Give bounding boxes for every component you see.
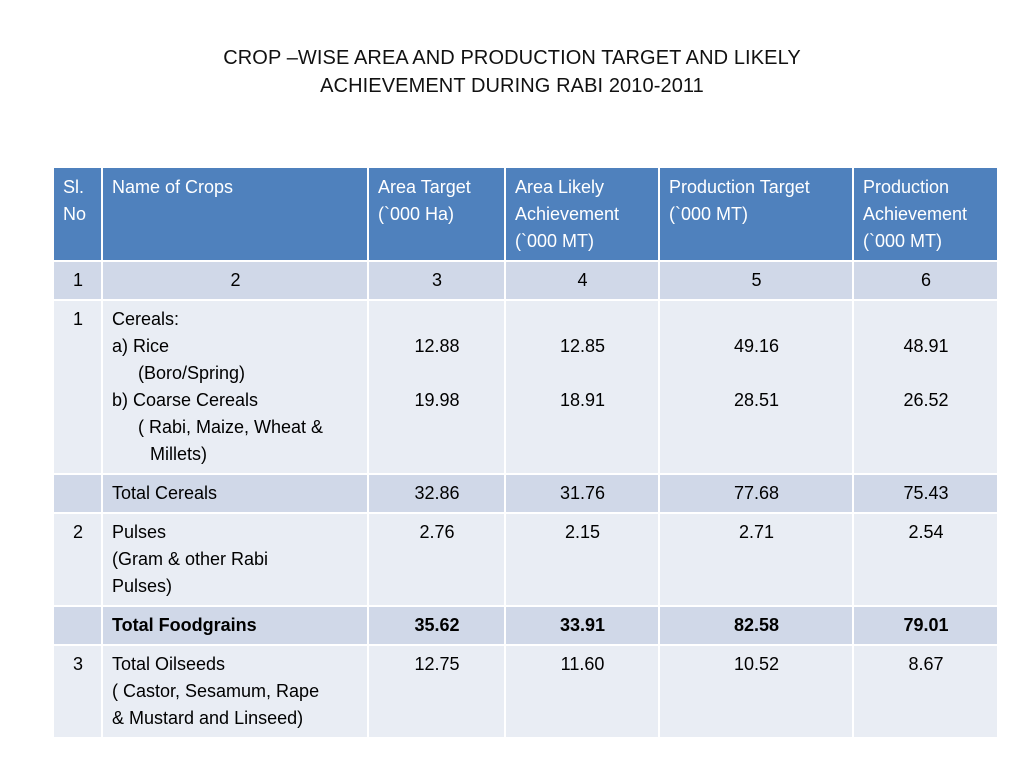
table-cell-sl <box>52 605 103 646</box>
crop-name-line: Pulses <box>112 522 167 542</box>
header-area-likely-line-3: (`000 MT) <box>515 231 595 251</box>
table-cell: 1 <box>52 260 103 301</box>
table-cell-area-likely: 12.85 18.91 <box>504 299 660 475</box>
crop-name-line: ( Rabi, Maize, Wheat & <box>138 417 324 437</box>
table-cell-crop-name: Pulses (Gram & other Rabi Pulses) <box>101 512 369 607</box>
table-cell: 5 <box>658 260 854 301</box>
table-cell: 32.86 <box>367 473 506 514</box>
table-cell: 2.71 <box>658 512 854 607</box>
table-cell: 33.91 <box>504 605 660 646</box>
crop-name-line: ( Castor, Sesamum, Rape <box>112 681 320 701</box>
table-cell: 12.75 <box>367 644 506 739</box>
header-area-likely-line-2: Achievement <box>515 204 620 224</box>
header-production-target: Production Target (`000 MT) <box>658 166 854 262</box>
header-area-likely-line-1: Area Likely <box>515 177 605 197</box>
table-cell: 11.60 <box>504 644 660 739</box>
table-row-column-numbers: 1 2 3 4 5 6 <box>52 260 999 301</box>
crop-name-line: Pulses) <box>112 576 173 596</box>
table-cell: 2.54 <box>852 512 999 607</box>
crop-table: Sl. No Name of Crops Area Target (`000 H… <box>52 166 999 739</box>
table-cell: 2 <box>101 260 369 301</box>
header-area-target-line-2: (`000 Ha) <box>378 204 455 224</box>
coarse-value: 19.98 <box>414 390 460 410</box>
table-cell-production-achievement: 48.91 26.52 <box>852 299 999 475</box>
crop-name-line: (Gram & other Rabi <box>112 549 269 569</box>
header-name-of-crops: Name of Crops <box>101 166 369 262</box>
table-cell-crop-name: Cereals: a) Rice (Boro/Spring) b) Coarse… <box>101 299 369 475</box>
crop-name-line: Millets) <box>150 444 207 464</box>
table-cell-sl: 1 <box>52 299 103 475</box>
table-cell: 8.67 <box>852 644 999 739</box>
table-cell-crop-name: Total Foodgrains <box>101 605 369 646</box>
table-cell: 3 <box>367 260 506 301</box>
header-name-line-1: Name of Crops <box>112 177 234 197</box>
coarse-value: 18.91 <box>559 390 606 410</box>
crop-name-line: (Boro/Spring) <box>138 363 246 383</box>
table-cell: 79.01 <box>852 605 999 646</box>
header-area-target-line-1: Area Target <box>378 177 471 197</box>
table-cell: 2.76 <box>367 512 506 607</box>
header-production-achievement-line-1: Production <box>863 177 950 197</box>
table-cell: 6 <box>852 260 999 301</box>
table-cell-sl <box>52 473 103 514</box>
crop-name-line: & Mustard and Linseed) <box>112 708 304 728</box>
table-cell-production-target: 49.16 28.51 <box>658 299 854 475</box>
header-production-achievement-line-2: Achievement <box>863 204 968 224</box>
header-production-achievement-line-3: (`000 MT) <box>863 231 943 251</box>
table-cell: 2.15 <box>504 512 660 607</box>
table-cell: 35.62 <box>367 605 506 646</box>
table-cell: 10.52 <box>658 644 854 739</box>
table-cell: 82.58 <box>658 605 854 646</box>
table-header-row: Sl. No Name of Crops Area Target (`000 H… <box>52 166 999 262</box>
table-cell-area-target: 12.88 19.98 <box>367 299 506 475</box>
title-line-1: CROP –WISE AREA AND PRODUCTION TARGET AN… <box>223 47 801 69</box>
header-sl-line-1: Sl. <box>63 177 85 197</box>
table-row-oilseeds: 3 Total Oilseeds ( Castor, Sesamum, Rape… <box>52 644 999 739</box>
header-production-achievement: Production Achievement (`000 MT) <box>852 166 999 262</box>
rice-value: 12.85 <box>559 336 606 356</box>
table-cell: 4 <box>504 260 660 301</box>
coarse-value: 26.52 <box>903 390 949 410</box>
table-row-total-foodgrains: Total Foodgrains 35.62 33.91 82.58 79.01 <box>52 605 999 646</box>
header-production-target-line-2: (`000 MT) <box>669 204 749 224</box>
rice-value: 48.91 <box>903 336 949 356</box>
header-area-target: Area Target (`000 Ha) <box>367 166 506 262</box>
header-sl-no: Sl. No <box>52 166 103 262</box>
rice-value: 49.16 <box>733 336 780 356</box>
table-row-pulses: 2 Pulses (Gram & other Rabi Pulses) 2.76… <box>52 512 999 607</box>
title-line-2: ACHIEVEMENT DURING RABI 2010-2011 <box>320 75 704 97</box>
header-production-target-line-1: Production Target <box>669 177 810 197</box>
table-cell: 75.43 <box>852 473 999 514</box>
crop-name-line: a) Rice <box>112 336 170 356</box>
table-cell-sl: 3 <box>52 644 103 739</box>
table-cell-sl: 2 <box>52 512 103 607</box>
header-area-likely-achievement: Area Likely Achievement (`000 MT) <box>504 166 660 262</box>
slide-title: CROP –WISE AREA AND PRODUCTION TARGET AN… <box>120 44 904 100</box>
crop-name-line: b) Coarse Cereals <box>112 390 259 410</box>
coarse-value: 28.51 <box>733 390 780 410</box>
crop-name-line: Cereals: <box>112 309 180 329</box>
table-cell: 77.68 <box>658 473 854 514</box>
rice-value: 12.88 <box>414 336 460 356</box>
table-cell: 31.76 <box>504 473 660 514</box>
table-cell-crop-name: Total Oilseeds ( Castor, Sesamum, Rape &… <box>101 644 369 739</box>
crop-name-line: Total Oilseeds <box>112 654 226 674</box>
table-row-total-cereals: Total Cereals 32.86 31.76 77.68 75.43 <box>52 473 999 514</box>
table-row-cereals: 1 Cereals: a) Rice (Boro/Spring) b) Coar… <box>52 299 999 475</box>
table-cell-crop-name: Total Cereals <box>101 473 369 514</box>
header-sl-line-2: No <box>63 204 87 224</box>
